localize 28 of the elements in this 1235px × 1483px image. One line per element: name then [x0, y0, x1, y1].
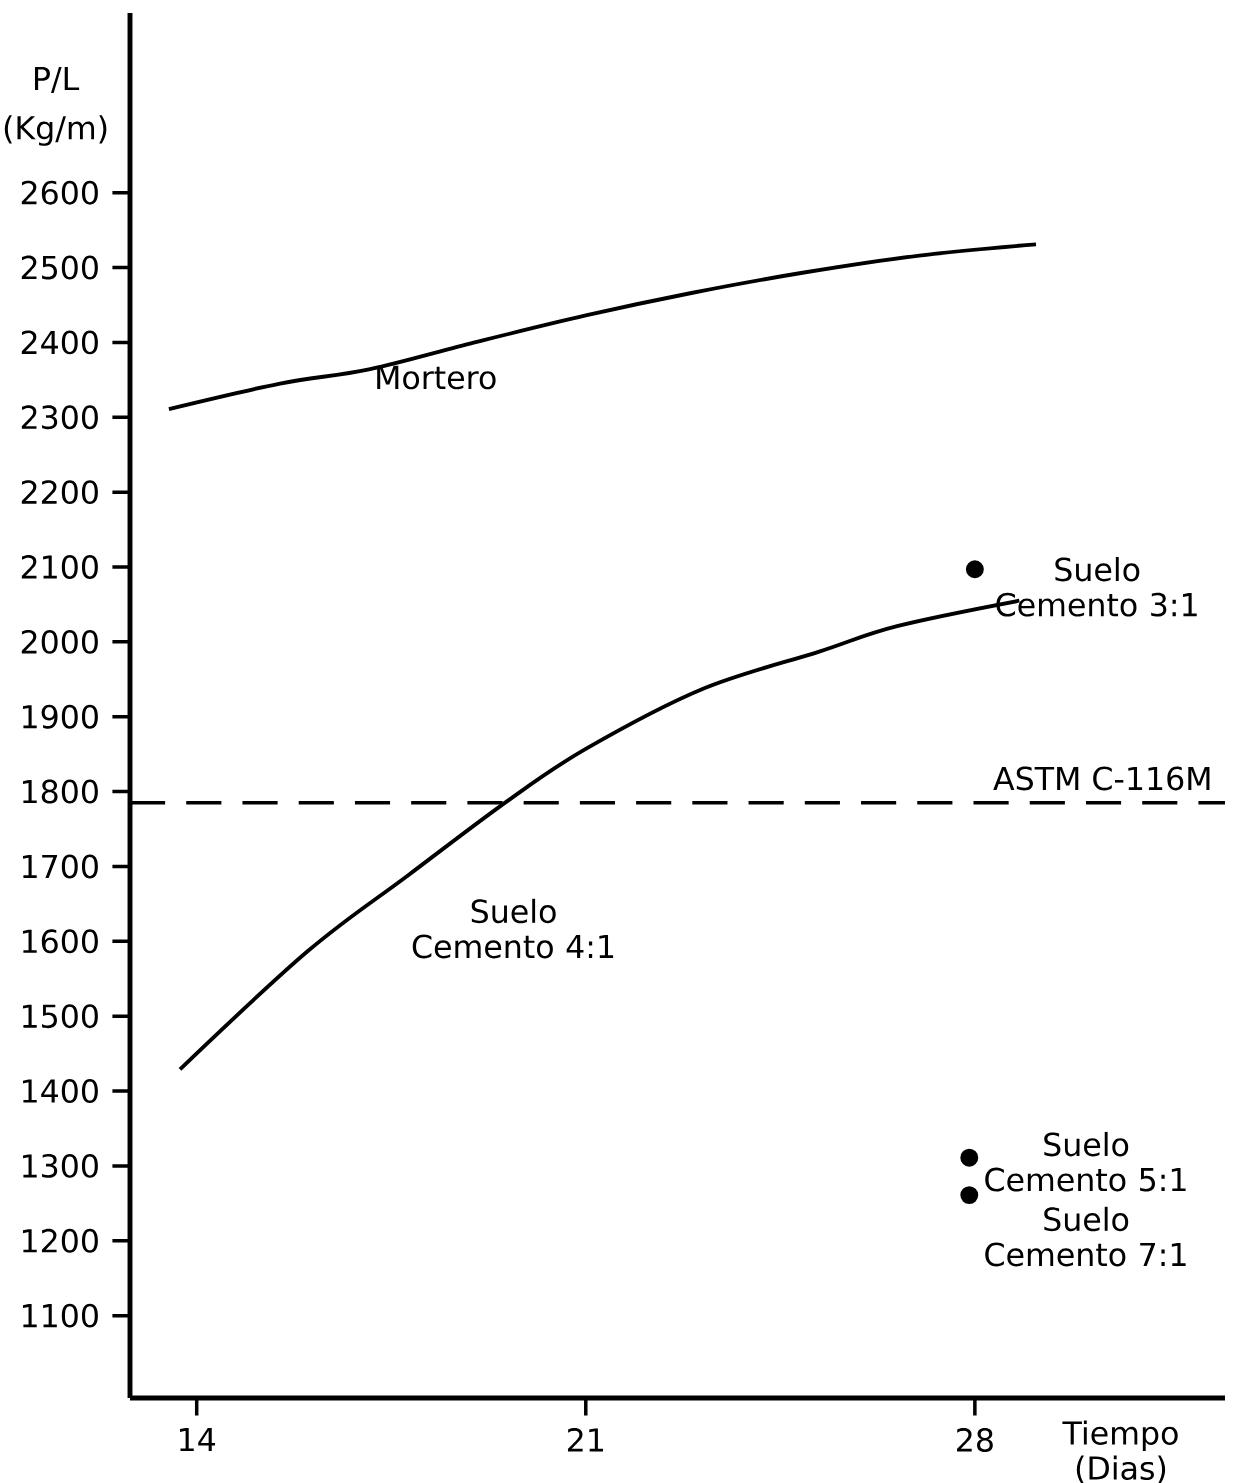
- y-tick-label: 2600: [21, 180, 98, 205]
- x-tick-label: 28: [957, 1427, 993, 1452]
- y-tick-label: 1200: [22, 1228, 98, 1253]
- line-series: [166, 242, 1038, 411]
- y-tick-label: 2300: [21, 405, 98, 430]
- y-tick-label: 1300: [22, 1153, 98, 1178]
- y-tick-label: 1100: [22, 1303, 98, 1328]
- y-tick-label: 1900: [22, 704, 98, 729]
- y-tick-label: 1800: [22, 779, 98, 804]
- series-label: Suelo Cemento 5:1: [985, 1131, 1186, 1192]
- series-label: Suelo Cemento 7:1: [985, 1206, 1186, 1267]
- y-tick-label: 1500: [22, 1004, 98, 1029]
- y-tick-label: 2000: [21, 629, 98, 654]
- y-tick-label: 1400: [22, 1079, 98, 1104]
- y-axis-title: P/L (Kg/m): [4, 66, 107, 146]
- series-label: Mortero: [377, 365, 496, 390]
- y-tick-label: 2200: [21, 480, 98, 505]
- x-tick-label: 21: [567, 1427, 603, 1452]
- series-label: Suelo Cemento 3:1: [996, 556, 1197, 617]
- x-axis-title: Tiempo (Dias): [1062, 1420, 1178, 1483]
- y-tick-label: 2100: [21, 555, 98, 579]
- series-label: Suelo Cemento 4:1: [412, 898, 614, 959]
- y-tick-label: 1700: [22, 854, 98, 879]
- y-tick-label: 1600: [22, 929, 98, 954]
- x-tick-label: 14: [180, 1428, 216, 1452]
- ref-line-label: ASTM C-116M: [993, 766, 1210, 791]
- y-tick-label: 2400: [21, 330, 98, 355]
- y-tick-label: 2500: [21, 255, 98, 280]
